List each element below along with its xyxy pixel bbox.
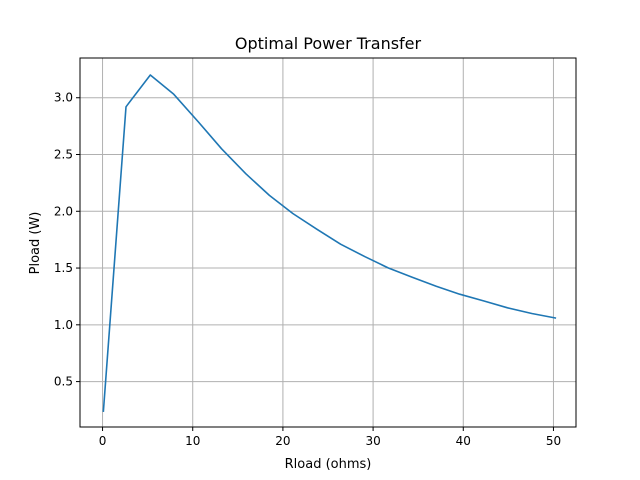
y-tick-label: 0.5: [54, 375, 73, 389]
series-layer: [102, 74, 557, 412]
y-tick-label: 3.0: [54, 91, 73, 105]
y-axis-label: Pload (W): [28, 212, 43, 275]
y-tick-label: 2.0: [54, 204, 73, 218]
y-tick-label: 1.5: [54, 261, 73, 275]
tick-layer: 0 10 20 30 40 50 0.5 1.0 1.5 2.0 2.5 3.0: [54, 91, 561, 448]
x-tick-label: 20: [275, 434, 290, 448]
y-tick-label: 1.0: [54, 318, 73, 332]
grid-layer: [80, 58, 576, 427]
x-tick-label: 30: [365, 434, 380, 448]
chart-title: Optimal Power Transfer: [235, 34, 422, 53]
plot-frame: [79, 57, 577, 428]
y-tick-label: 2.5: [54, 148, 73, 162]
x-tick-label: 40: [456, 434, 471, 448]
x-tick-label: 0: [99, 434, 107, 448]
x-tick-label: 50: [546, 434, 561, 448]
x-axis-label: Rload (ohms): [285, 457, 372, 472]
series-line: [102, 74, 557, 412]
x-tick-label: 10: [185, 434, 200, 448]
